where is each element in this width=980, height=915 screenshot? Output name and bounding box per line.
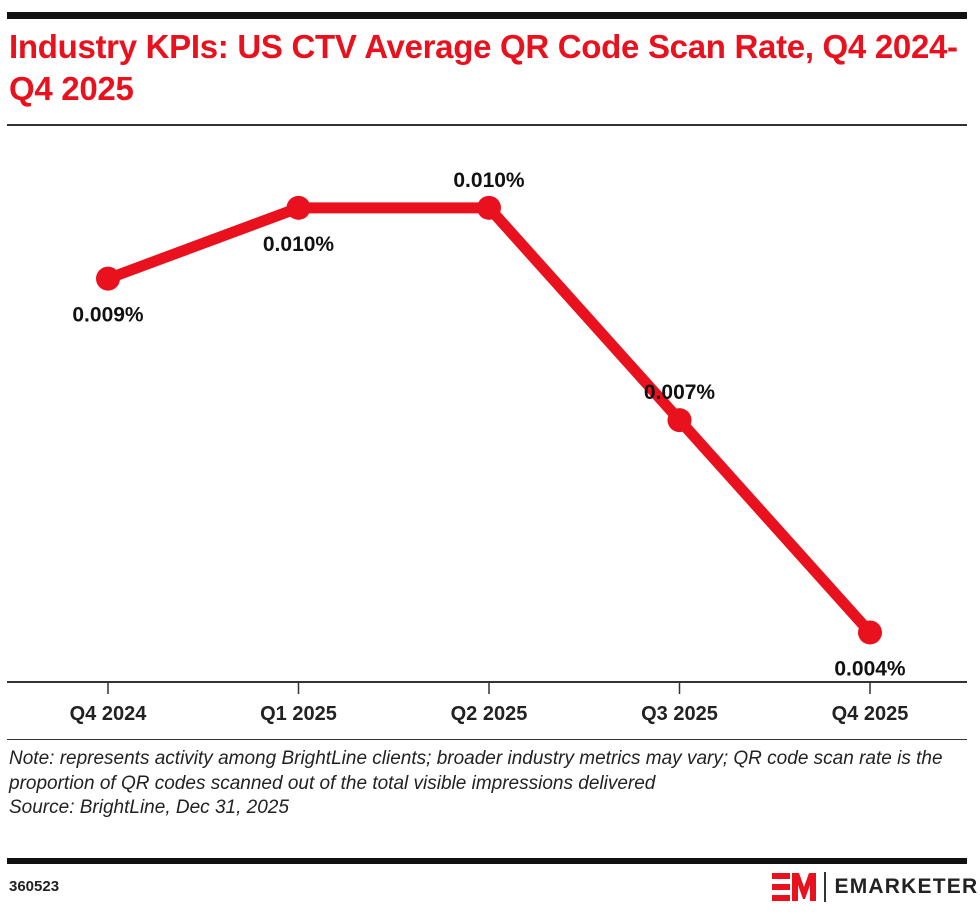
data-label: 0.007% — [644, 381, 716, 404]
logo-divider — [824, 872, 826, 902]
data-point — [286, 195, 311, 220]
data-label: 0.009% — [72, 304, 144, 327]
top-rule — [7, 12, 967, 19]
x-tick-label: Q2 2025 — [451, 703, 528, 725]
x-tick-label: Q4 2024 — [70, 703, 148, 725]
series-line — [102, 202, 876, 638]
data-point — [858, 620, 882, 645]
data-label: 0.010% — [263, 233, 335, 256]
title-rule — [7, 124, 967, 126]
chart-notes: Note: represents activity among BrightLi… — [9, 747, 964, 821]
em-logo-icon — [772, 873, 816, 901]
x-tick-label: Q4 2025 — [832, 703, 909, 725]
x-tick-label: Q3 2025 — [641, 703, 718, 725]
line-chart: Q4 2024 Q1 2025 Q2 2025 Q3 2025 Q4 2025 0.00… — [7, 169, 967, 740]
data-point — [96, 266, 120, 291]
data-point — [477, 195, 501, 220]
source-text: Source: BrightLine, Dec 31, 2025 — [9, 797, 289, 818]
bottom-rule — [7, 858, 967, 864]
chart-id: 360523 — [9, 878, 60, 895]
note-text: Note: represents activity among BrightLi… — [9, 748, 943, 794]
data-label: 0.004% — [834, 657, 906, 680]
data-label: 0.010% — [453, 169, 525, 192]
brand-wordmark: EMARKETER — [834, 875, 979, 898]
chart-title: Industry KPIs: US CTV Average QR Code Sc… — [9, 28, 958, 107]
data-point — [667, 408, 692, 433]
x-tick-label: Q1 2025 — [260, 703, 337, 725]
emarketer-logo: EMARKETER — [772, 870, 978, 904]
